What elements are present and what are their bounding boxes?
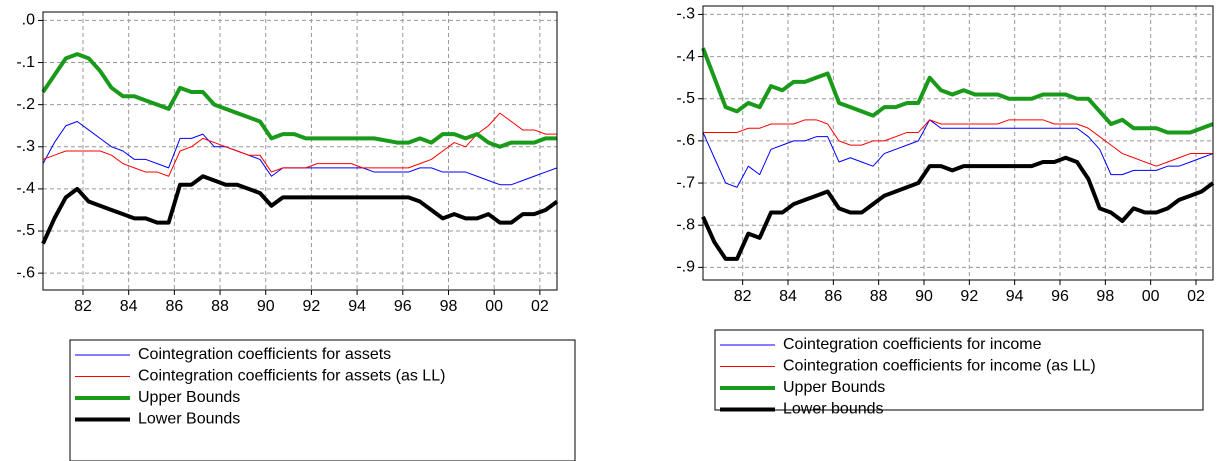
- series-line: [41, 174, 559, 245]
- series-line: [703, 119, 1213, 167]
- plot-frame: [42, 11, 558, 291]
- y-tick-label: -.2: [16, 96, 35, 113]
- x-tick-label: 98: [1096, 288, 1114, 305]
- y-tick-label: -.3: [676, 6, 695, 23]
- x-tick-label: 98: [440, 298, 458, 315]
- legend-box: [69, 339, 576, 461]
- x-tick-label: 88: [870, 288, 888, 305]
- y-tick-label: -.9: [676, 259, 695, 276]
- x-tick-label: 84: [779, 288, 797, 305]
- legend-label: Lower bounds: [783, 401, 884, 418]
- series-line: [701, 47, 1214, 135]
- x-tick-label: 94: [348, 298, 366, 315]
- x-tick-label: 88: [211, 298, 229, 315]
- y-tick-label: -.3: [16, 138, 35, 155]
- y-tick-label: .0: [22, 12, 35, 29]
- legend-box: [714, 329, 1204, 411]
- y-tick-label: -.7: [676, 174, 695, 191]
- x-tick-label: 82: [734, 288, 752, 305]
- x-tick-label: 82: [74, 298, 92, 315]
- legend-label: Cointegration coefficients for income: [783, 336, 1042, 353]
- plot-area: [703, 6, 1213, 280]
- x-tick-label: 94: [1006, 288, 1024, 305]
- x-tick-label: 92: [960, 288, 978, 305]
- x-tick-label: 90: [257, 298, 275, 315]
- y-tick-label: -.5: [676, 90, 695, 107]
- x-tick-label: 02: [1187, 288, 1205, 305]
- y-tick-label: -.4: [676, 48, 695, 65]
- y-tick-label: -.1: [16, 54, 35, 71]
- legend-label: Upper Bounds: [783, 379, 885, 396]
- x-tick-label: 00: [1142, 288, 1160, 305]
- legend-label: Cointegration coefficients for assets (a…: [138, 368, 445, 385]
- series-line: [41, 52, 557, 149]
- legend-label: Upper Bounds: [138, 389, 240, 406]
- y-tick-label: -.6: [676, 132, 695, 149]
- legend-label: Cointegration coefficients for income (a…: [783, 358, 1096, 375]
- series-line: [701, 155, 1215, 261]
- plot-area: [43, 12, 557, 290]
- series-line: [702, 119, 1214, 188]
- y-tick-label: -.6: [16, 264, 35, 281]
- x-tick-label: 96: [1051, 288, 1069, 305]
- plot-frame: [702, 5, 1214, 281]
- x-tick-label: 90: [915, 288, 933, 305]
- x-tick-label: 96: [394, 298, 412, 315]
- x-tick-label: 84: [120, 298, 138, 315]
- y-tick-label: -.5: [16, 222, 35, 239]
- series-line: [42, 112, 557, 177]
- x-tick-label: 86: [824, 288, 842, 305]
- x-tick-label: 86: [165, 298, 183, 315]
- legend-label: Cointegration coefficients for assets: [138, 346, 391, 363]
- legend-label: Lower Bounds: [138, 411, 240, 428]
- x-tick-label: 00: [485, 298, 503, 315]
- y-tick-label: -.4: [16, 180, 35, 197]
- y-tick-label: -.8: [676, 216, 695, 233]
- x-tick-label: 92: [303, 298, 321, 315]
- x-tick-label: 02: [531, 298, 549, 315]
